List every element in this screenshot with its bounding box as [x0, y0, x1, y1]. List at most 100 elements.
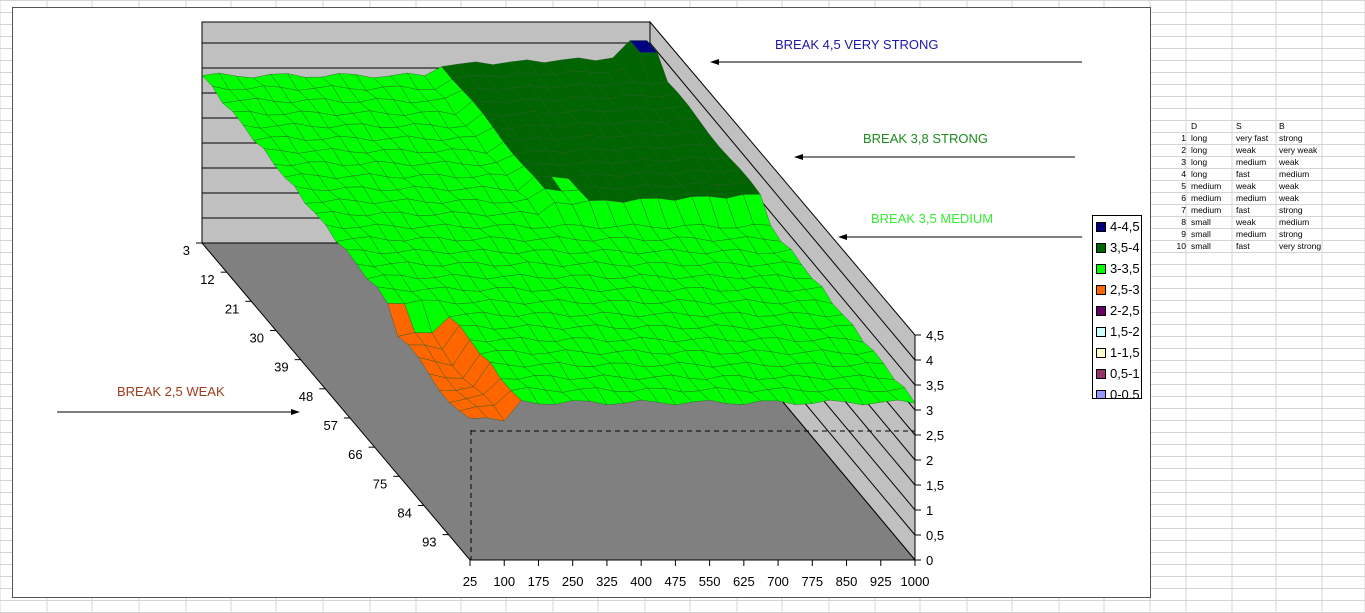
chart-legend[interactable]: 4-4,5 3,5-4 3-3,5 2,5-3 2-2,5 1,5-2 1-1,5 0,5-1…	[1092, 215, 1142, 399]
x-tick-label: 775	[801, 574, 823, 589]
annotation-strong: BREAK 3,8 STRONG	[863, 131, 988, 146]
x-tick-label: 925	[870, 574, 892, 589]
table-header-d: D	[1191, 121, 1198, 131]
y-tick-label: 84	[397, 505, 411, 520]
z-tick-label: 1	[926, 503, 933, 518]
legend-swatch	[1096, 284, 1106, 295]
legend-swatch	[1096, 326, 1106, 337]
table-cell-b: strong	[1279, 205, 1303, 215]
table-cell-n: 9	[1181, 229, 1186, 239]
table-cell-n: 2	[1181, 145, 1186, 155]
arrowhead-strong	[794, 154, 803, 160]
x-axis-ticks: 25 100 175 250 325 400 475 550 625 700 775 850 925 10…	[463, 560, 930, 589]
arrowhead-weak	[291, 409, 300, 415]
table-cell-n: 3	[1181, 157, 1186, 167]
annotation-weak: BREAK 2,5 WEAK	[117, 384, 225, 399]
table-cell-d: small	[1191, 217, 1211, 227]
legend-swatch	[1096, 389, 1106, 398]
legend-item[interactable]: 1,5-2	[1093, 321, 1141, 342]
table-cell-s: fast	[1236, 205, 1250, 215]
table-cell-d: long	[1191, 169, 1208, 179]
table-cell-b: weak	[1279, 181, 1299, 191]
legend-item[interactable]: 0-0,5	[1093, 384, 1141, 399]
table-cell-s: fast	[1236, 169, 1250, 179]
table-cell-d: medium	[1191, 193, 1222, 203]
y-tick-label: 93	[422, 535, 436, 550]
z-tick-label: 4,5	[926, 328, 944, 343]
x-tick-label: 550	[699, 574, 721, 589]
arrowhead-medium	[838, 234, 847, 240]
table-cell-d: long	[1191, 157, 1208, 167]
legend-item[interactable]: 2,5-3	[1093, 279, 1141, 300]
y-axis-ticks: 3 12 21 30 39 48 57 66 75 84 93	[183, 242, 449, 550]
z-tick-label: 1,5	[926, 478, 944, 493]
table-cell-n: 5	[1181, 181, 1186, 191]
z-axis-ticks: 0 0,5 1 1,5 2 2,5 3 3,5 4 4,5	[915, 328, 944, 568]
y-tick-label: 30	[249, 330, 263, 345]
table-cell-s: very fast	[1236, 133, 1269, 143]
y-tick-label: 21	[225, 301, 239, 316]
z-tick-label: 3	[926, 403, 933, 418]
surface-cell	[887, 387, 916, 404]
table-cell-b: weak	[1279, 157, 1299, 167]
table-cell-s: medium	[1236, 229, 1267, 239]
legend-item[interactable]: 2-2,5	[1093, 300, 1141, 321]
legend-label: 3-3,5	[1110, 261, 1140, 276]
table-cell-n: 4	[1181, 169, 1186, 179]
projection-lines	[470, 430, 915, 560]
legend-label: 4-4,5	[1110, 219, 1140, 234]
table-cell-b: very strong	[1279, 241, 1322, 251]
legend-label: 1-1,5	[1110, 345, 1140, 360]
table-cell-b: medium	[1279, 169, 1310, 179]
annotation-medium: BREAK 3,5 MEDIUM	[871, 211, 993, 226]
y-tick-label: 57	[323, 418, 337, 433]
legend-swatch	[1096, 221, 1106, 232]
x-tick-label: 1000	[901, 574, 930, 589]
legend-label: 0-0,5	[1110, 387, 1140, 399]
x-tick-label: 25	[463, 574, 477, 589]
table-header-s: S	[1236, 121, 1242, 131]
table-cell-d: small	[1191, 241, 1211, 251]
table-cell-d: long	[1191, 133, 1208, 143]
legend-label: 2,5-3	[1110, 282, 1140, 297]
legend-item[interactable]: 3-3,5	[1093, 258, 1141, 279]
legend-item[interactable]: 0,5-1	[1093, 363, 1141, 384]
table-cell-d: medium	[1191, 181, 1222, 191]
x-tick-label: 850	[836, 574, 858, 589]
z-tick-label: 4	[926, 353, 933, 368]
legend-swatch	[1096, 347, 1106, 358]
x-tick-label: 175	[528, 574, 550, 589]
y-tick-label: 75	[373, 476, 387, 491]
arrowhead-very-strong	[710, 59, 719, 65]
table-cell-b: strong	[1279, 229, 1303, 239]
x-tick-label: 400	[630, 574, 652, 589]
x-tick-label: 700	[767, 574, 789, 589]
y-tick-label: 39	[274, 360, 288, 375]
table-cell-n: 6	[1181, 193, 1186, 203]
legend-item[interactable]: 1-1,5	[1093, 342, 1141, 363]
surface-plot	[201, 40, 916, 422]
y-tick-label: 66	[348, 447, 362, 462]
y-tick-label: 3	[183, 243, 190, 258]
table-cell-s: medium	[1236, 157, 1267, 167]
z-tick-label: 2,5	[926, 428, 944, 443]
legend-swatch	[1096, 368, 1106, 379]
table-cell-s: weak	[1236, 181, 1256, 191]
table-header-b: B	[1279, 121, 1285, 131]
table-cell-b: very weak	[1279, 145, 1318, 155]
legend-label: 3,5-4	[1110, 240, 1140, 255]
y-tick-label: 48	[299, 389, 313, 404]
legend-label: 2-2,5	[1110, 303, 1140, 318]
table-cell-s: fast	[1236, 241, 1250, 251]
table-cell-s: medium	[1236, 193, 1267, 203]
table-cell-b: strong	[1279, 133, 1303, 143]
legend-item[interactable]: 4-4,5	[1093, 216, 1141, 237]
z-tick-label: 2	[926, 453, 933, 468]
annotations: BREAK 4,5 VERY STRONG BREAK 3,8 STRONG B…	[57, 37, 1082, 415]
y-tick-label: 12	[200, 272, 214, 287]
table-cell-s: weak	[1236, 217, 1256, 227]
legend-swatch	[1096, 263, 1106, 274]
legend-item[interactable]: 3,5-4	[1093, 237, 1141, 258]
table-cell-d: long	[1191, 145, 1208, 155]
